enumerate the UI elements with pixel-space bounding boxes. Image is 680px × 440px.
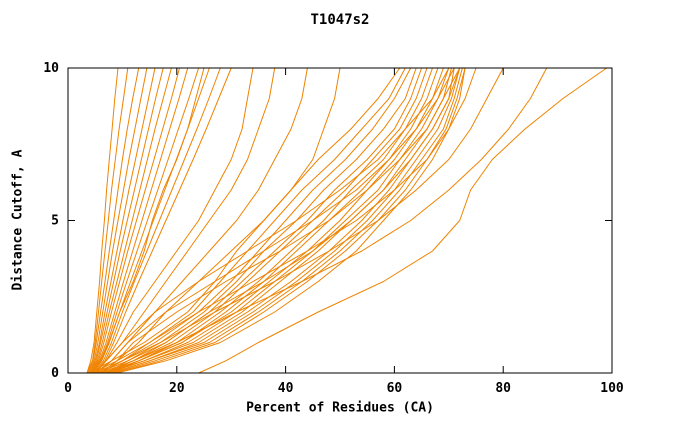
model-curve	[116, 67, 466, 374]
model-curve	[94, 67, 232, 374]
model-curve	[92, 67, 205, 374]
model-curve	[94, 67, 254, 374]
model-curve	[116, 67, 466, 374]
model-curve	[198, 67, 608, 374]
model-curve	[111, 67, 548, 374]
x-tick-label: 80	[495, 381, 511, 396]
x-tick-label: 20	[169, 381, 185, 396]
x-tick-label: 100	[600, 381, 624, 396]
x-tick-label: 0	[64, 381, 72, 396]
model-curve	[100, 67, 477, 374]
model-curve	[105, 67, 444, 374]
model-curve	[100, 67, 428, 374]
model-curve	[87, 67, 140, 374]
model-curve	[94, 67, 417, 374]
model-curve	[92, 67, 200, 374]
model-curve	[100, 67, 433, 374]
model-curve	[93, 67, 221, 374]
chart-title: T1047s2	[310, 12, 370, 28]
y-tick-label: 10	[43, 61, 59, 76]
model-curve	[105, 67, 504, 374]
model-curve	[105, 67, 450, 374]
model-curve	[88, 67, 148, 374]
y-tick-label: 0	[51, 366, 59, 381]
model-curve	[90, 67, 180, 374]
model-curve	[90, 67, 172, 374]
model-curve	[89, 67, 156, 374]
model-curve	[86, 67, 129, 374]
model-curve	[94, 67, 412, 374]
model-curve	[92, 67, 406, 374]
model-curve	[86, 67, 119, 374]
x-axis-label: Percent of Residues (CA)	[246, 400, 434, 416]
model-curve	[108, 67, 452, 374]
model-curve	[91, 67, 189, 374]
model-curve	[100, 67, 461, 374]
model-curve	[94, 67, 455, 374]
model-curve	[94, 67, 450, 374]
y-tick-label: 5	[51, 214, 59, 229]
model-curve	[100, 67, 341, 374]
x-tick-label: 40	[278, 381, 294, 396]
model-curve	[111, 67, 461, 374]
model-curve	[89, 67, 401, 374]
model-curve	[89, 67, 164, 374]
model-curve	[113, 67, 463, 374]
x-tick-label: 60	[387, 381, 403, 396]
